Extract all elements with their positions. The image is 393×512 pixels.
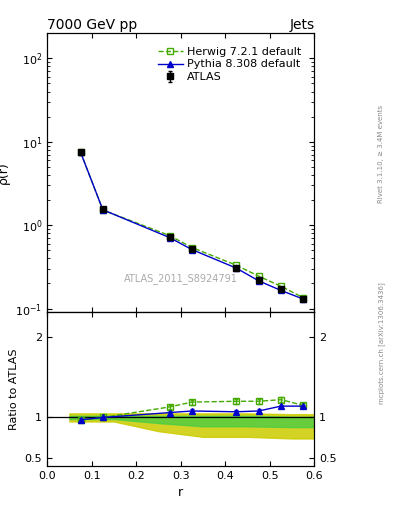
Pythia 8.308 default [301, 296, 306, 302]
Pythia 8.308 default [234, 265, 239, 271]
Y-axis label: ρ(r): ρ(r) [0, 161, 10, 184]
Herwig 7.2.1 default [256, 273, 261, 279]
Line: Herwig 7.2.1 default: Herwig 7.2.1 default [77, 149, 307, 301]
Line: Pythia 8.308 default: Pythia 8.308 default [77, 149, 307, 302]
Text: Rivet 3.1.10, ≥ 3.4M events: Rivet 3.1.10, ≥ 3.4M events [378, 104, 384, 203]
Text: Jets: Jets [289, 18, 314, 32]
Herwig 7.2.1 default [101, 207, 105, 213]
Herwig 7.2.1 default [78, 149, 83, 155]
Herwig 7.2.1 default [189, 244, 194, 250]
Text: ATLAS_2011_S8924791: ATLAS_2011_S8924791 [124, 273, 238, 284]
Herwig 7.2.1 default [279, 283, 283, 289]
Pythia 8.308 default [256, 278, 261, 284]
X-axis label: r: r [178, 486, 184, 499]
Herwig 7.2.1 default [301, 294, 306, 301]
Legend: Herwig 7.2.1 default, Pythia 8.308 default, ATLAS: Herwig 7.2.1 default, Pythia 8.308 defau… [156, 45, 303, 84]
Herwig 7.2.1 default [234, 262, 239, 268]
Text: mcplots.cern.ch [arXiv:1306.3436]: mcplots.cern.ch [arXiv:1306.3436] [378, 282, 385, 404]
Herwig 7.2.1 default [167, 232, 172, 239]
Pythia 8.308 default [279, 287, 283, 293]
Text: 7000 GeV pp: 7000 GeV pp [47, 18, 138, 32]
Pythia 8.308 default [78, 149, 83, 155]
Y-axis label: Ratio to ATLAS: Ratio to ATLAS [9, 348, 19, 430]
Pythia 8.308 default [101, 207, 105, 213]
Pythia 8.308 default [189, 246, 194, 252]
Pythia 8.308 default [167, 234, 172, 241]
